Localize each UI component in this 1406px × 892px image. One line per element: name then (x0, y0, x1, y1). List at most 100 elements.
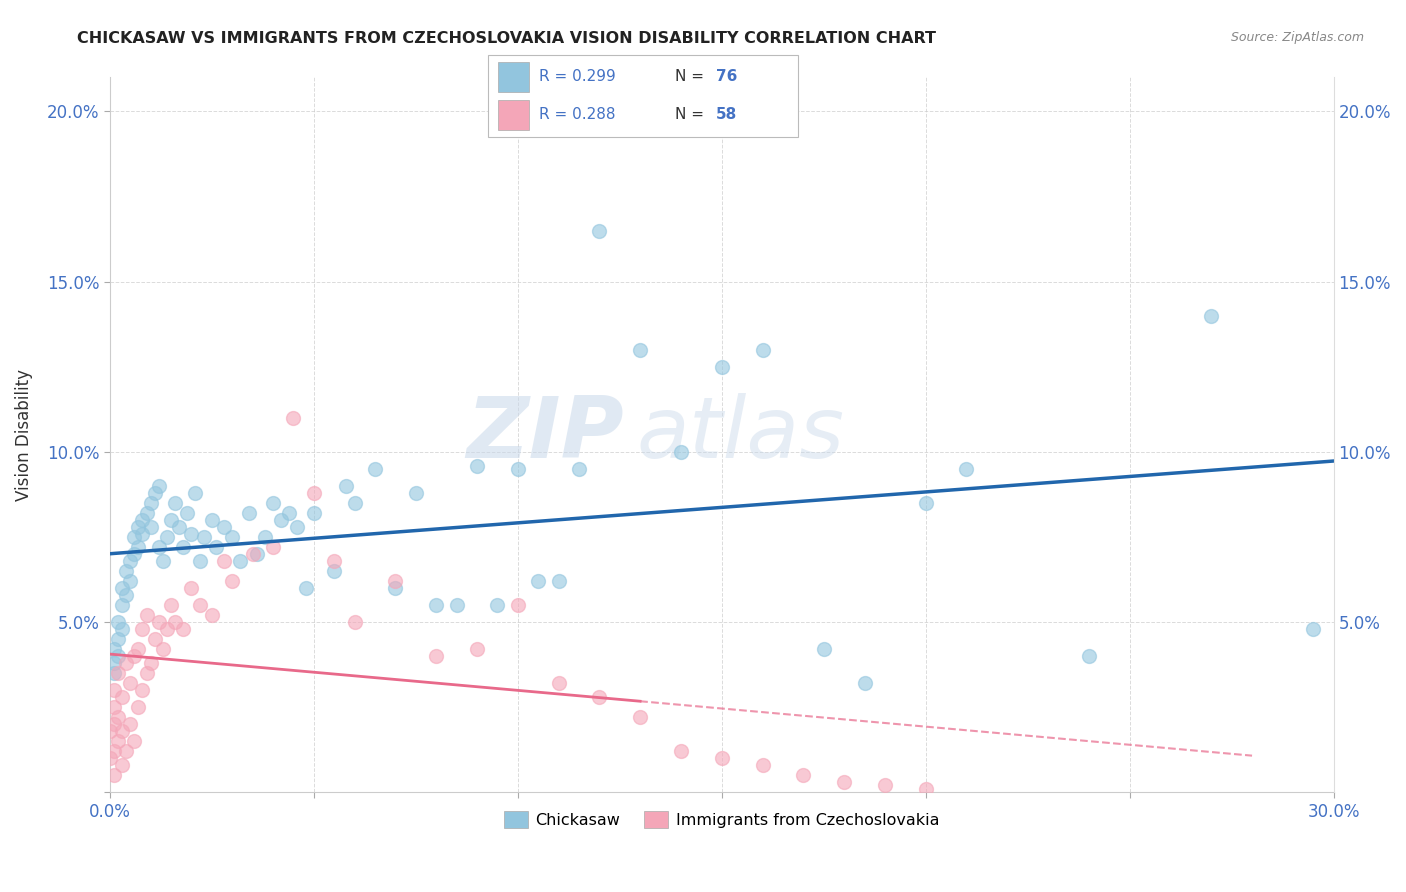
Point (547, 676, 569, 690)
Point (221, 530, 243, 544)
Point (270, 513, 292, 527)
Point (506, 462, 529, 476)
Point (115, 744, 138, 758)
Point (165, 496, 187, 510)
Point (343, 615, 366, 629)
Point (156, 622, 179, 636)
Point (135, 666, 157, 681)
Point (131, 683, 153, 698)
Point (588, 224, 610, 238)
Text: 58: 58 (716, 107, 737, 122)
Point (127, 700, 149, 714)
Point (124, 547, 146, 561)
Point (955, 462, 977, 476)
Point (188, 598, 211, 612)
Point (486, 598, 509, 612)
Text: R = 0.288: R = 0.288 (538, 107, 616, 122)
Point (294, 581, 316, 595)
Point (111, 758, 134, 772)
Point (246, 547, 269, 561)
Point (221, 574, 243, 589)
Point (131, 622, 153, 636)
Point (111, 724, 134, 739)
Point (143, 485, 166, 500)
Point (253, 530, 276, 544)
Point (115, 564, 138, 578)
Point (335, 479, 357, 493)
Point (425, 598, 447, 612)
Point (139, 496, 162, 510)
Bar (498, 62, 529, 92)
Point (120, 574, 142, 589)
Point (262, 540, 284, 554)
Point (242, 547, 264, 561)
Point (384, 581, 406, 595)
Y-axis label: Vision Disability: Vision Disability (15, 369, 32, 501)
Point (364, 462, 387, 476)
Point (229, 554, 252, 568)
Point (751, 758, 773, 772)
Point (1199, 309, 1222, 323)
Point (120, 554, 142, 568)
Text: CHICKASAW VS IMMIGRANTS FROM CZECHOSLOVAKIA VISION DISABILITY CORRELATION CHART: CHICKASAW VS IMMIGRANTS FROM CZECHOSLOVA… (77, 31, 936, 46)
Point (873, 779, 896, 793)
Point (103, 768, 125, 782)
Point (323, 554, 346, 568)
Point (287, 520, 309, 534)
Point (120, 676, 142, 690)
Point (853, 676, 876, 690)
Point (160, 513, 183, 527)
Point (302, 485, 325, 500)
Point (156, 530, 179, 544)
Point (465, 642, 488, 657)
Bar (498, 100, 529, 130)
Point (111, 690, 134, 704)
Point (107, 710, 129, 724)
Point (148, 615, 170, 629)
Point (111, 581, 134, 595)
Text: N =: N = (675, 69, 709, 84)
Point (568, 462, 591, 476)
Point (127, 642, 149, 657)
Point (103, 700, 125, 714)
Point (107, 615, 129, 629)
Point (201, 608, 224, 623)
Point (124, 649, 146, 664)
Point (302, 506, 325, 520)
Point (152, 554, 174, 568)
Point (188, 554, 211, 568)
Point (127, 540, 149, 554)
Point (152, 642, 174, 657)
FancyBboxPatch shape (488, 55, 799, 136)
Point (465, 458, 488, 473)
Point (176, 506, 198, 520)
Point (107, 632, 129, 647)
Point (139, 656, 162, 670)
Point (111, 598, 134, 612)
Point (588, 690, 610, 704)
Point (710, 751, 733, 765)
Point (323, 564, 346, 578)
Point (425, 649, 447, 664)
Point (167, 520, 190, 534)
Point (111, 622, 134, 636)
Point (669, 744, 692, 758)
Point (98, 751, 121, 765)
Point (148, 540, 170, 554)
Point (527, 574, 550, 589)
Point (172, 622, 194, 636)
Point (628, 710, 651, 724)
Point (792, 768, 814, 782)
Text: R = 0.299: R = 0.299 (538, 69, 616, 84)
Point (103, 717, 125, 731)
Point (107, 666, 129, 681)
Point (262, 496, 284, 510)
Point (405, 485, 427, 500)
Point (813, 642, 835, 657)
Point (212, 520, 235, 534)
Point (212, 554, 235, 568)
Point (1302, 622, 1324, 636)
Point (751, 343, 773, 357)
Point (384, 574, 406, 589)
Point (1077, 649, 1099, 664)
